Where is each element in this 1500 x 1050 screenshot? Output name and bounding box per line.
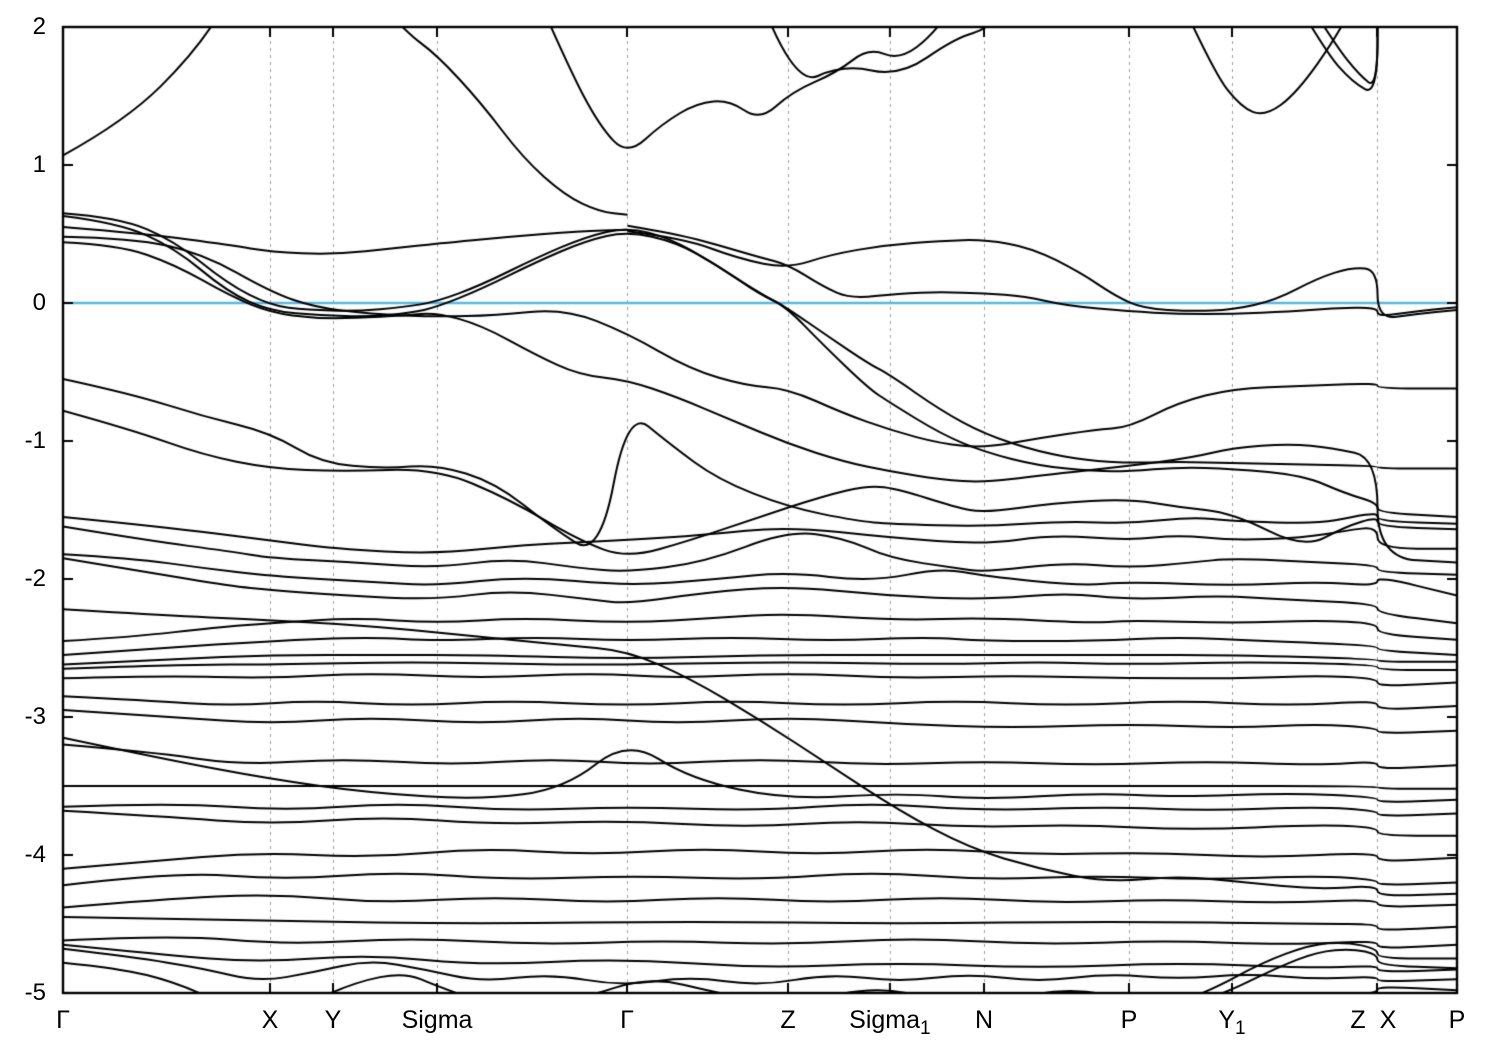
band-structure-figure: 2 1 0 -1 -2 -3 -4 -5 Γ X Y Sigma Γ Z Sigma1 N P Y1 Z X P xyxy=(0,0,1500,1050)
band-structure-canvas xyxy=(0,0,1500,1050)
